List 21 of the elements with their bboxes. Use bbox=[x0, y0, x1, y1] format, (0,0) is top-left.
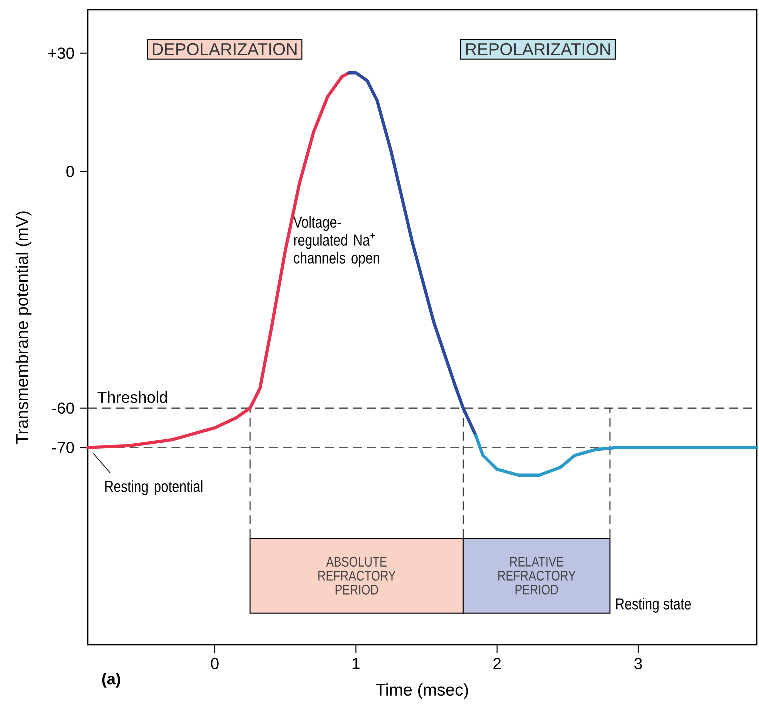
x-tick-label: 0 bbox=[211, 658, 219, 670]
ref-line-label: Threshold bbox=[98, 391, 168, 404]
annotation: REPOLARIZATION bbox=[466, 43, 610, 56]
y-tick-label: 0 bbox=[66, 166, 74, 178]
x-tick-label: 1 bbox=[352, 658, 360, 669]
line-series bbox=[348, 71, 478, 438]
text: Voltage-regulated Na$^{+}$ channels open bbox=[294, 216, 380, 267]
annotation: Resting state bbox=[616, 598, 692, 613]
line-series bbox=[86, 71, 351, 450]
x-axis-title: Time (msec) bbox=[376, 683, 468, 700]
y-tick-label: -70 bbox=[52, 442, 74, 454]
annotation: Resting potential bbox=[106, 480, 203, 496]
text: (a) bbox=[102, 672, 120, 688]
annotation: DEPOLARIZATION bbox=[153, 43, 297, 56]
x-tick-label: 3 bbox=[634, 658, 642, 670]
y-axis-title: Transmembrane potential (mV) bbox=[16, 212, 32, 444]
y-tick-label: +30 bbox=[48, 48, 74, 59]
x-tick-label: 2 bbox=[494, 658, 501, 670]
band-label: RELATIVE REFRACTORY PERIOD bbox=[498, 557, 576, 595]
y-tick-label: -60 bbox=[52, 402, 74, 414]
band-label: ABSOLUTE REFRACTORY PERIOD bbox=[318, 556, 396, 595]
